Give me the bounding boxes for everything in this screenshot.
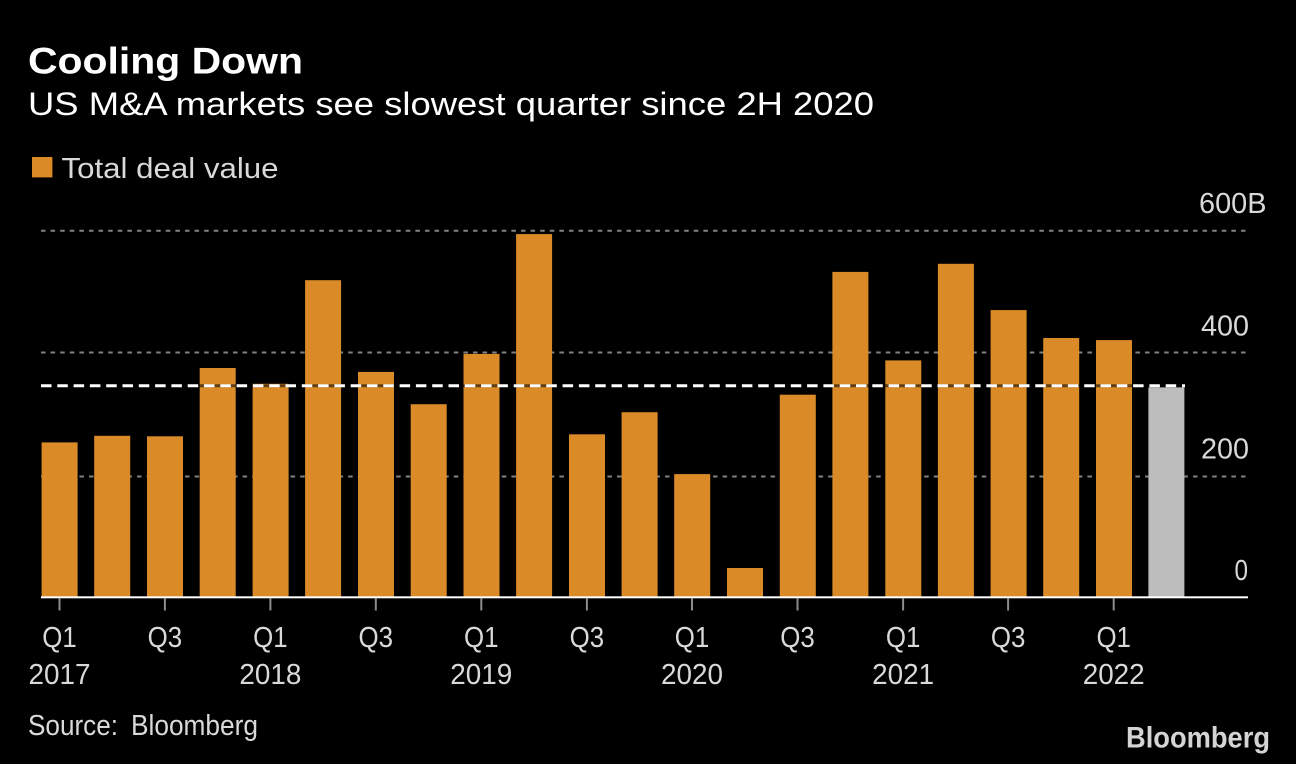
svg-text:2017: 2017: [29, 659, 91, 691]
svg-text:Q1: Q1: [464, 622, 499, 654]
svg-text:Q3: Q3: [148, 622, 183, 654]
svg-text:200: 200: [1201, 434, 1249, 466]
svg-text:400: 400: [1201, 310, 1249, 342]
svg-text:2022: 2022: [1083, 659, 1145, 691]
svg-text:Q3: Q3: [570, 622, 605, 654]
svg-text:600B: 600B: [1199, 188, 1267, 220]
svg-text:2020: 2020: [661, 659, 723, 691]
svg-text:US M&A markets see slowest qua: US M&A markets see slowest quarter since…: [28, 86, 874, 122]
svg-text:Total deal value: Total deal value: [62, 153, 279, 185]
svg-text:Q3: Q3: [359, 622, 394, 654]
svg-text:2018: 2018: [239, 659, 301, 691]
svg-text:Cooling Down: Cooling Down: [28, 41, 303, 82]
svg-text:Q1: Q1: [1096, 622, 1131, 654]
svg-text:Q1: Q1: [675, 622, 710, 654]
svg-text:Q3: Q3: [780, 622, 815, 654]
svg-text:Q1: Q1: [886, 622, 921, 654]
svg-text:Q3: Q3: [991, 622, 1026, 654]
svg-text:Q1: Q1: [253, 622, 288, 654]
svg-text:Q1: Q1: [42, 622, 77, 654]
svg-text:0: 0: [1235, 555, 1249, 587]
svg-text:Bloomberg: Bloomberg: [131, 710, 258, 742]
svg-text:Source:: Source:: [28, 710, 118, 742]
svg-text:Bloomberg: Bloomberg: [1126, 722, 1270, 755]
svg-text:2021: 2021: [872, 659, 934, 691]
svg-text:2019: 2019: [450, 659, 512, 691]
